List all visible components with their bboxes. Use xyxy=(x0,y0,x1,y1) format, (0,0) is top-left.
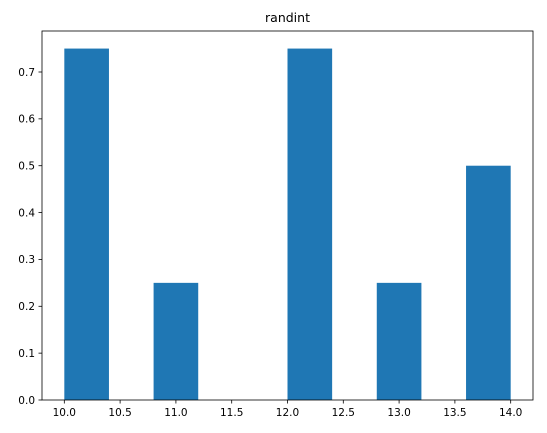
bars-group xyxy=(64,48,511,400)
x-axis: 10.0 10.5 11.0 11.5 12.0 12.5 13.0 13.5 14.0 xyxy=(53,400,522,419)
x-tick-label: 10.5 xyxy=(108,407,131,419)
y-tick-label: 0.7 xyxy=(18,67,35,79)
y-tick-label: 0.6 xyxy=(18,114,35,126)
histogram-bar xyxy=(466,165,511,400)
histogram-bar xyxy=(153,282,199,400)
y-tick-label: 0.1 xyxy=(18,348,35,360)
y-axis: 0.0 0.1 0.2 0.3 0.4 0.5 0.6 0.7 xyxy=(18,67,42,407)
histogram-bar xyxy=(287,48,333,400)
y-tick-label: 0.3 xyxy=(18,254,35,266)
y-tick-label: 0.4 xyxy=(18,207,35,219)
y-tick-label: 0.5 xyxy=(18,161,35,173)
x-tick-label: 13.5 xyxy=(443,407,466,419)
y-tick-label: 0.0 xyxy=(18,395,35,407)
chart-title: randint xyxy=(265,10,310,25)
x-tick-label: 10.0 xyxy=(53,407,76,419)
x-tick-label: 14.0 xyxy=(499,407,522,419)
x-tick-label: 12.0 xyxy=(276,407,299,419)
x-tick-label: 13.0 xyxy=(387,407,410,419)
x-tick-label: 11.5 xyxy=(220,407,243,419)
histogram-bar xyxy=(64,48,109,400)
x-tick-label: 12.5 xyxy=(332,407,355,419)
x-tick-label: 11.0 xyxy=(164,407,187,419)
y-tick-label: 0.2 xyxy=(18,301,35,313)
histogram-bar xyxy=(376,282,422,400)
